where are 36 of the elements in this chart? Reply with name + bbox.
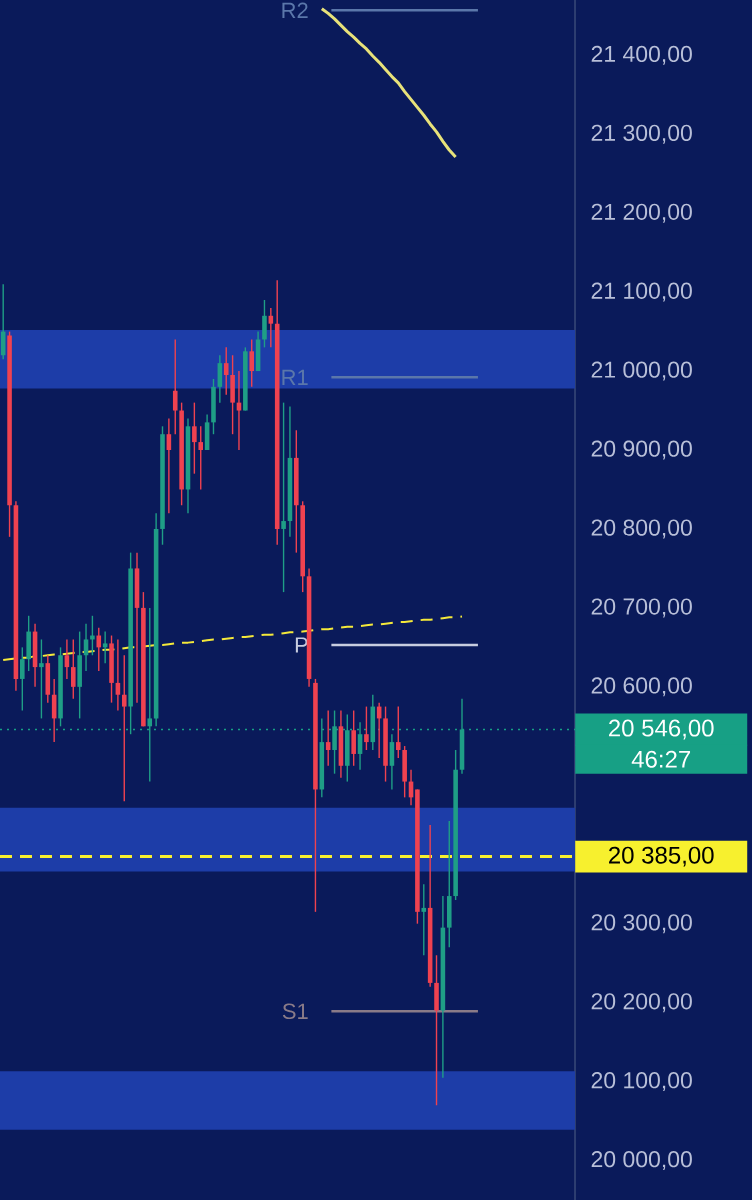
candlestick bbox=[421, 883, 427, 956]
ref-line-label: R2 bbox=[282, 2, 308, 18]
y-tick-label: 20 800,00 bbox=[591, 519, 692, 539]
candlestick bbox=[20, 646, 25, 712]
y-tick-label: 21 200,00 bbox=[591, 203, 692, 223]
candlestick bbox=[262, 299, 267, 349]
y-tick-label: 20 200,00 bbox=[591, 993, 692, 1013]
candlestick bbox=[395, 705, 401, 759]
candlestick bbox=[39, 638, 44, 720]
y-tick-label: 21 000,00 bbox=[591, 361, 692, 381]
candlestick bbox=[121, 654, 127, 803]
y-tick-label: 20 100,00 bbox=[591, 1072, 692, 1092]
ref-line-label: R1 bbox=[282, 369, 308, 385]
ref-line-label: 20 546,00 bbox=[609, 719, 714, 740]
candlestick bbox=[351, 709, 356, 767]
candlestick bbox=[192, 401, 197, 475]
candlestick bbox=[198, 425, 204, 491]
candlestick bbox=[70, 638, 76, 700]
y-tick-label: 20 900,00 bbox=[591, 440, 692, 460]
y-tick-label: 20 600,00 bbox=[591, 677, 692, 697]
candlestick bbox=[249, 338, 255, 388]
candlestick bbox=[364, 705, 369, 751]
y-tick-label: 20 300,00 bbox=[591, 914, 692, 934]
y-tick-label: 21 400,00 bbox=[591, 45, 692, 65]
ref-line-label: 20 385,00 bbox=[609, 846, 714, 867]
y-tick-label: 20 000,00 bbox=[591, 1151, 692, 1171]
candlestick bbox=[96, 626, 102, 672]
y-tick-label: 21 100,00 bbox=[591, 282, 692, 302]
candlestick bbox=[172, 338, 178, 435]
y-tick-label: 21 300,00 bbox=[591, 124, 692, 144]
candlestick bbox=[281, 401, 286, 593]
ref-line-label: S1 bbox=[282, 1003, 308, 1020]
candlestick bbox=[223, 346, 229, 396]
y-tick-label: 20 700,00 bbox=[591, 598, 692, 618]
text: 46:27 bbox=[631, 750, 691, 768]
ref-line-label: P bbox=[295, 637, 308, 653]
